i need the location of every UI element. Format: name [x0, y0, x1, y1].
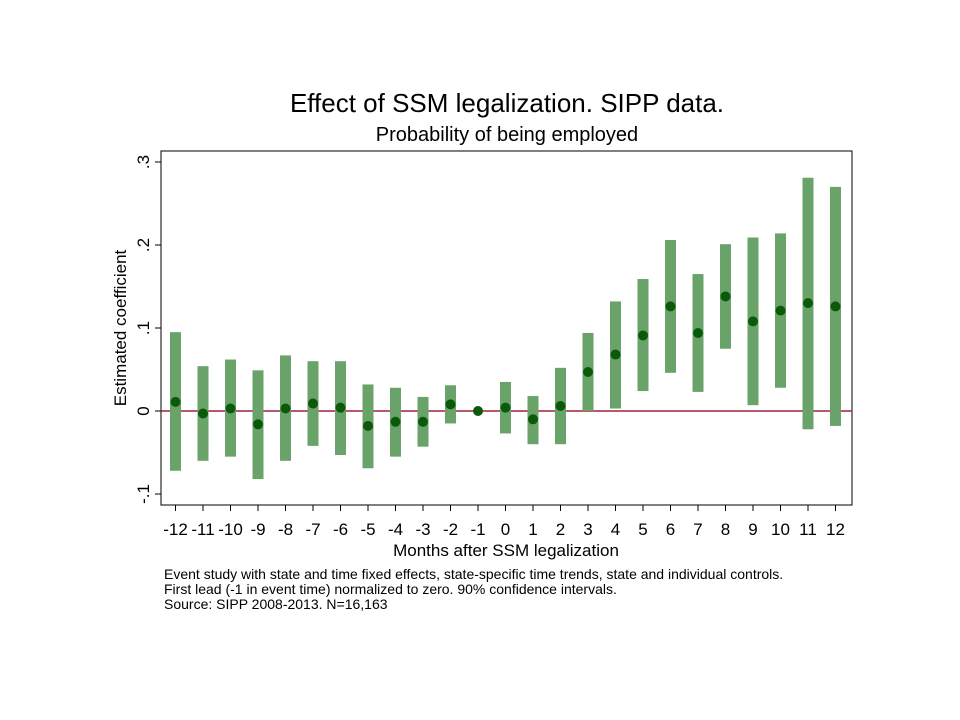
- y-axis-label: Estimated coefficient: [111, 249, 130, 406]
- plot-area: [160, 150, 853, 506]
- point-estimate: [335, 402, 346, 413]
- point-estimate: [225, 403, 236, 414]
- point-estimate: [775, 305, 786, 316]
- point-estimate: [748, 316, 758, 327]
- point-estimate: [253, 419, 263, 430]
- y-tick-label: .3: [134, 155, 153, 169]
- point-estimate: [308, 398, 318, 409]
- point-estimate: [445, 399, 456, 410]
- point-estimate: [665, 301, 676, 312]
- y-tick-label: 0: [134, 406, 153, 415]
- x-tick-label: 0: [501, 520, 510, 539]
- x-tick-label: -9: [250, 520, 265, 539]
- x-tick-label: -10: [218, 520, 243, 539]
- x-tick-label: -5: [360, 520, 375, 539]
- point-estimate: [198, 408, 208, 419]
- x-tick-label: -6: [333, 520, 348, 539]
- point-estimate: [363, 420, 373, 431]
- x-tick-label: 2: [556, 520, 565, 539]
- x-tick-label: -11: [191, 520, 214, 539]
- x-tick-label: -3: [415, 520, 430, 539]
- chart-subtitle: Probability of being employed: [375, 124, 639, 146]
- point-estimate: [583, 366, 593, 377]
- x-tick-label: -4: [388, 520, 403, 539]
- point-estimate: [528, 414, 538, 425]
- point-estimate: [390, 416, 401, 427]
- x-tick-label: -1: [470, 520, 485, 539]
- x-tick-label: 3: [583, 520, 592, 539]
- x-tick-label: 1: [528, 520, 537, 539]
- x-tick-label: 4: [611, 520, 620, 539]
- y-tick-label: -.1: [134, 484, 153, 504]
- footnote-2: First lead (-1 in event time) normalized…: [164, 581, 617, 597]
- point-estimate: [720, 291, 731, 302]
- x-tick-label: 11: [799, 520, 817, 539]
- x-tick-label: 12: [826, 520, 845, 539]
- chart-title: Effect of SSM legalization. SIPP data.: [289, 88, 725, 118]
- x-axis-label: Months after SSM legalization: [393, 541, 619, 560]
- y-tick-label: .2: [134, 238, 153, 252]
- x-tick-label: 6: [666, 520, 675, 539]
- point-estimate: [693, 327, 703, 338]
- point-estimate: [170, 396, 181, 407]
- x-tick-label: -7: [305, 520, 320, 539]
- point-estimate: [280, 403, 291, 414]
- x-tick-label: -8: [278, 520, 293, 539]
- x-tick-label: 9: [748, 520, 757, 539]
- x-tick-label: -12: [163, 520, 188, 539]
- point-estimate: [500, 402, 511, 413]
- point-estimate: [473, 406, 483, 416]
- point-estimate: [610, 349, 621, 360]
- point-estimate: [638, 330, 648, 341]
- x-tick-label: 7: [693, 520, 702, 539]
- y-tick-label: .1: [134, 321, 153, 335]
- x-tick-label: 5: [638, 520, 647, 539]
- footnote-1: Event study with state and time fixed ef…: [164, 566, 784, 582]
- point-estimate: [803, 298, 813, 309]
- point-estimate: [555, 401, 566, 412]
- footnote-3: Source: SIPP 2008-2013. N=16,163: [164, 596, 388, 612]
- point-estimate: [418, 416, 428, 427]
- x-tick-label: -2: [443, 520, 458, 539]
- point-estimate: [830, 301, 841, 312]
- x-tick-label: 8: [721, 520, 730, 539]
- x-tick-label: 10: [771, 520, 790, 539]
